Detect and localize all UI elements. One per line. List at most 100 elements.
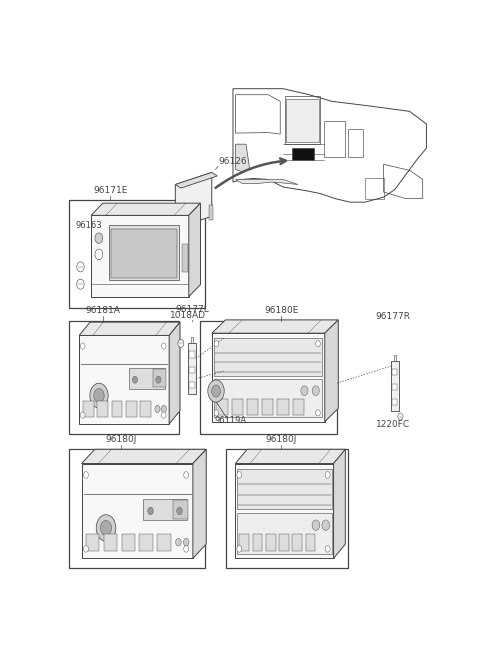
Bar — [292, 534, 302, 551]
Text: 1220FC: 1220FC — [376, 420, 410, 429]
Circle shape — [94, 388, 104, 403]
Bar — [82, 464, 193, 558]
Text: 96181A: 96181A — [85, 306, 120, 315]
Polygon shape — [236, 179, 298, 185]
Circle shape — [312, 520, 320, 531]
Text: 96171E: 96171E — [93, 185, 127, 195]
Bar — [182, 244, 188, 272]
Text: 96180E: 96180E — [264, 306, 299, 315]
Bar — [110, 229, 177, 278]
Bar — [86, 534, 99, 551]
Circle shape — [84, 472, 88, 478]
Circle shape — [212, 385, 220, 397]
Bar — [293, 399, 304, 415]
Bar — [279, 534, 289, 551]
Bar — [83, 401, 94, 417]
Polygon shape — [212, 320, 338, 333]
Circle shape — [77, 262, 84, 272]
Bar — [200, 321, 337, 434]
Bar — [111, 401, 122, 417]
Circle shape — [84, 546, 88, 552]
Bar — [69, 200, 205, 308]
Circle shape — [214, 410, 219, 416]
Bar — [190, 382, 195, 388]
Circle shape — [176, 538, 181, 546]
Bar — [69, 449, 205, 568]
Polygon shape — [235, 449, 345, 464]
Polygon shape — [82, 449, 206, 464]
Polygon shape — [233, 88, 426, 202]
Circle shape — [77, 279, 84, 290]
Bar — [153, 369, 166, 387]
Bar — [348, 129, 363, 157]
Bar — [108, 225, 179, 280]
Bar — [394, 355, 396, 361]
Bar — [214, 379, 323, 417]
Bar — [237, 469, 332, 509]
Bar — [235, 464, 334, 558]
Circle shape — [183, 538, 189, 546]
Bar — [126, 401, 137, 417]
Bar — [226, 449, 348, 568]
Bar — [247, 399, 258, 415]
Bar — [240, 534, 249, 551]
Bar — [190, 367, 195, 373]
Bar — [157, 534, 170, 551]
Polygon shape — [91, 203, 201, 215]
Bar — [140, 401, 151, 417]
Bar — [79, 335, 169, 424]
Bar — [365, 178, 384, 198]
Circle shape — [161, 412, 166, 418]
Bar — [212, 333, 325, 422]
Text: 96163: 96163 — [76, 221, 103, 230]
Bar — [392, 384, 397, 390]
Bar — [216, 399, 228, 415]
Circle shape — [325, 546, 330, 552]
Bar — [266, 534, 276, 551]
Bar — [237, 513, 332, 553]
Text: 96180J: 96180J — [106, 435, 137, 443]
Circle shape — [237, 546, 242, 552]
Polygon shape — [189, 203, 201, 297]
Circle shape — [301, 386, 308, 396]
Circle shape — [156, 376, 161, 383]
Text: 96180J: 96180J — [265, 435, 297, 443]
Polygon shape — [175, 172, 212, 229]
Text: 1018AD: 1018AD — [170, 310, 206, 320]
Circle shape — [214, 341, 219, 347]
Circle shape — [312, 386, 319, 396]
Circle shape — [316, 410, 320, 416]
Polygon shape — [175, 172, 217, 188]
Polygon shape — [193, 449, 206, 558]
Circle shape — [148, 507, 153, 515]
Circle shape — [208, 380, 224, 402]
Circle shape — [325, 472, 330, 478]
Circle shape — [316, 341, 320, 347]
Bar — [97, 401, 108, 417]
Bar — [285, 96, 321, 144]
Circle shape — [322, 520, 330, 531]
Polygon shape — [325, 320, 338, 422]
Bar — [143, 498, 187, 521]
Circle shape — [177, 507, 182, 515]
Circle shape — [96, 515, 116, 541]
Bar — [139, 534, 153, 551]
Bar — [232, 399, 243, 415]
Text: 96177L: 96177L — [175, 305, 209, 314]
Bar — [391, 361, 398, 411]
Bar — [209, 204, 213, 220]
Circle shape — [398, 413, 403, 420]
Circle shape — [132, 376, 138, 383]
Bar — [104, 534, 117, 551]
Circle shape — [155, 405, 160, 413]
Polygon shape — [236, 144, 250, 172]
Bar — [277, 399, 288, 415]
Bar — [392, 369, 397, 375]
Text: 96126: 96126 — [218, 157, 247, 166]
Circle shape — [178, 339, 184, 347]
Circle shape — [184, 472, 189, 478]
Circle shape — [161, 343, 166, 349]
Circle shape — [100, 521, 112, 536]
Circle shape — [184, 546, 189, 552]
Circle shape — [81, 412, 85, 418]
